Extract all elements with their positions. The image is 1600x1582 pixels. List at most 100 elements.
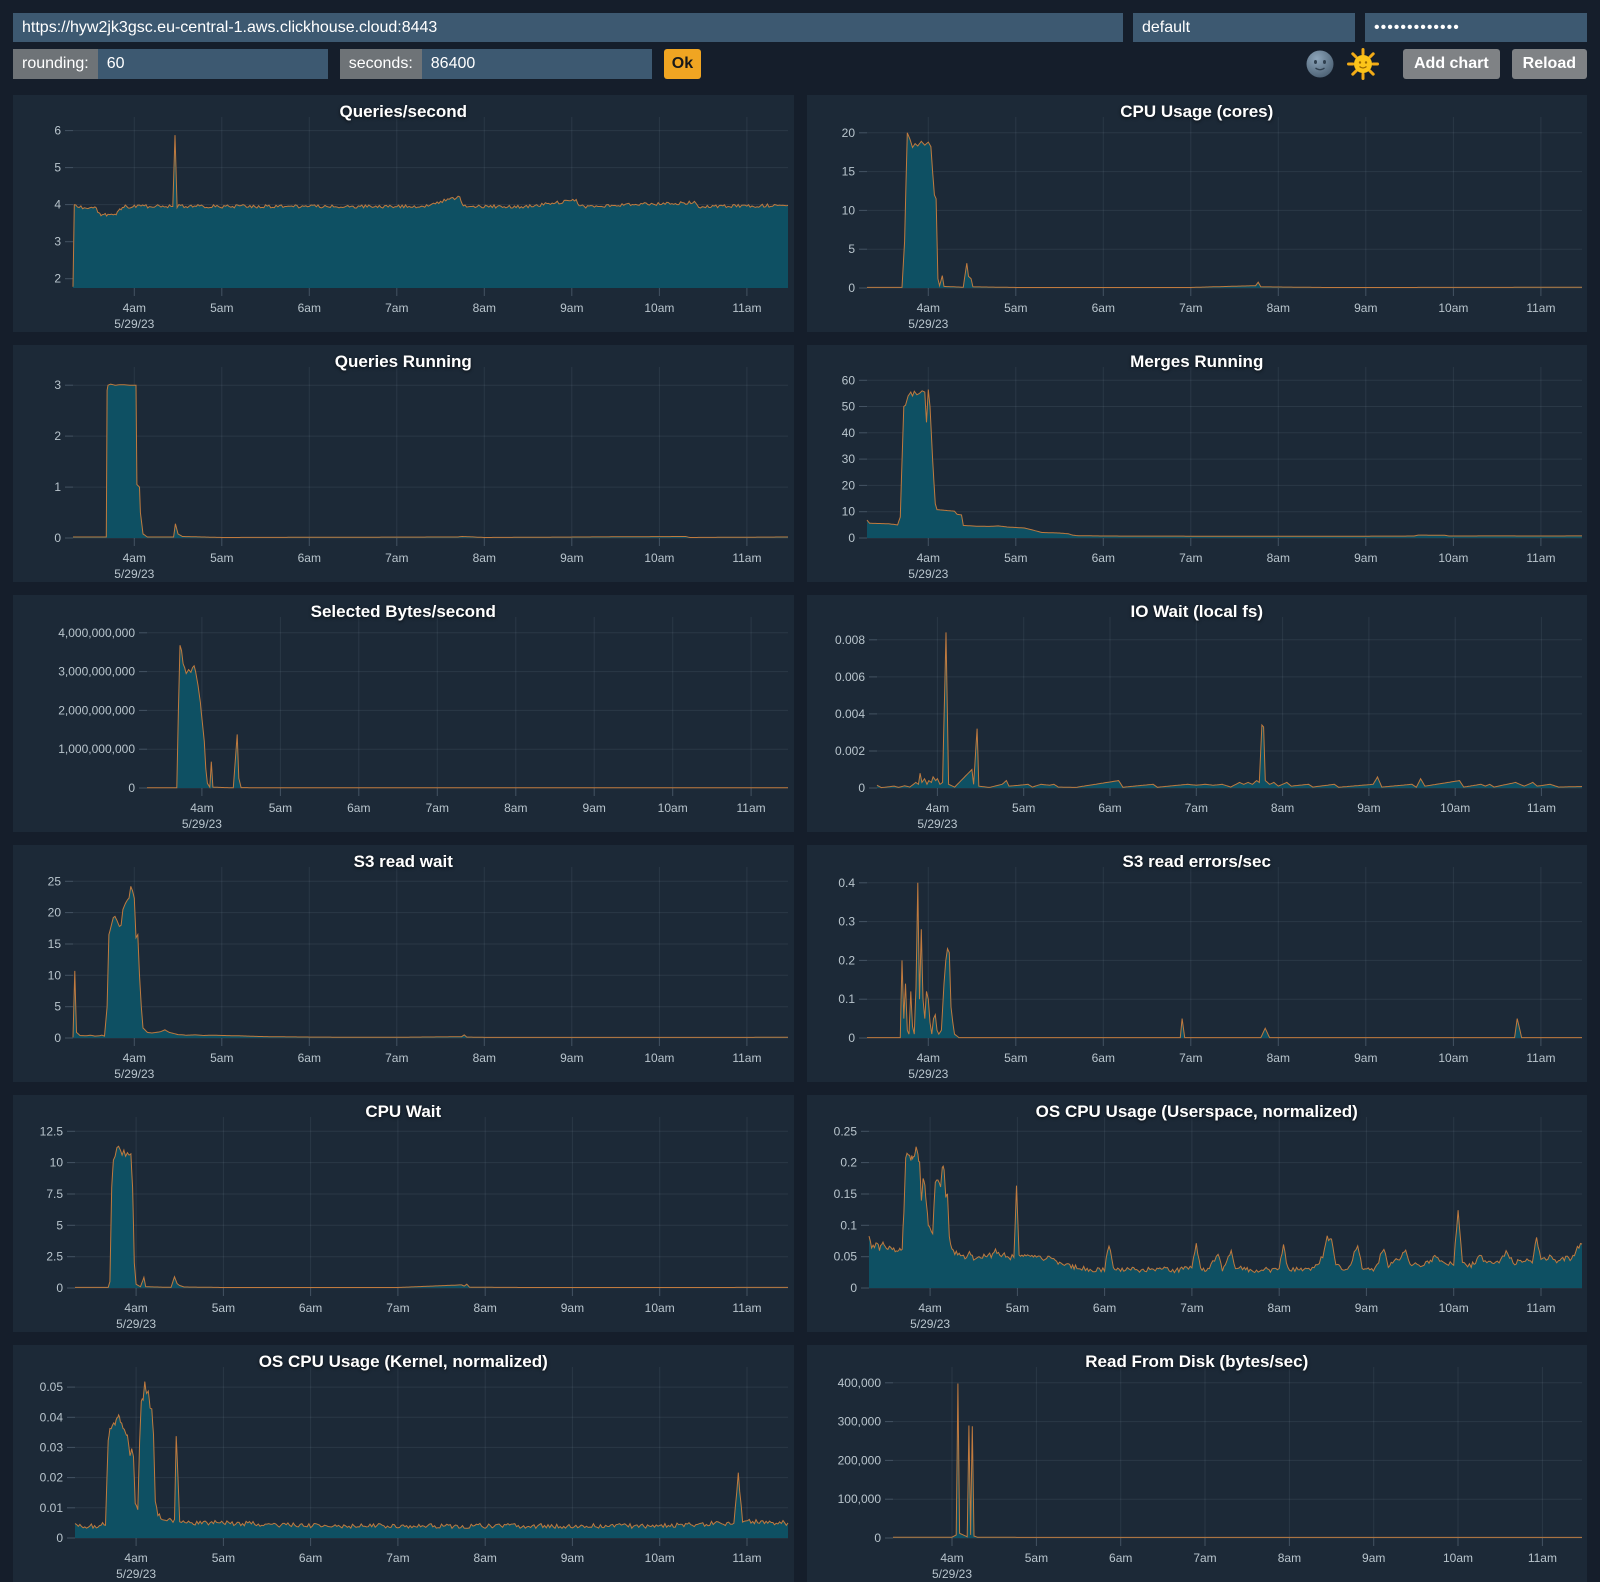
svg-text:8am: 8am — [474, 1301, 497, 1315]
svg-text:11am: 11am — [732, 1051, 761, 1065]
svg-text:8am: 8am — [1266, 1051, 1289, 1065]
svg-text:6am: 6am — [1098, 801, 1121, 815]
svg-text:7am: 7am — [385, 551, 408, 565]
light-theme-button[interactable] — [1346, 48, 1379, 80]
connection-row — [13, 13, 1587, 42]
svg-text:7am: 7am — [426, 801, 449, 815]
svg-text:10am: 10am — [1440, 801, 1470, 815]
svg-text:0.2: 0.2 — [840, 1156, 857, 1170]
svg-text:11am: 11am — [737, 801, 766, 815]
svg-text:9am: 9am — [1354, 301, 1377, 315]
controls-row: rounding: seconds: Ok — [13, 48, 1587, 80]
svg-text:0: 0 — [54, 1031, 61, 1045]
svg-text:11am: 11am — [732, 1301, 761, 1315]
svg-text:9am: 9am — [1354, 1301, 1377, 1315]
svg-text:7am: 7am — [386, 1301, 409, 1315]
chart-plot[interactable]: 0 2.5 5 7.5 10 12.5 4am 5/29/23 5am 6am 7am 8am 9am 1… — [13, 1095, 794, 1332]
svg-text:6am: 6am — [298, 301, 321, 315]
svg-text:8am: 8am — [1266, 301, 1289, 315]
chart-card: CPU Usage (cores) 0 5 10 15 20 4am 5/29/23 5am 6a… — [806, 95, 1588, 332]
svg-text:4am: 4am — [916, 1051, 939, 1065]
svg-text:10am: 10am — [1442, 1551, 1472, 1565]
svg-text:10am: 10am — [645, 1551, 675, 1565]
svg-text:5/29/23: 5/29/23 — [114, 567, 154, 581]
svg-text:1: 1 — [54, 480, 61, 494]
svg-text:5/29/23: 5/29/23 — [116, 1317, 156, 1331]
chart-plot[interactable]: 0 0.1 0.2 0.3 0.4 4am 5/29/23 5am 6am 7am 8am 9am 10… — [807, 845, 1588, 1082]
chart-plot[interactable]: 2 3 4 5 6 4am 5/29/23 5am 6am 7am 8am 9am 10am 11am — [13, 95, 794, 332]
svg-text:15: 15 — [48, 937, 62, 951]
svg-text:7.5: 7.5 — [46, 1187, 63, 1201]
svg-text:11am: 11am — [732, 1551, 761, 1565]
chart-card: Queries/second 2 3 4 5 6 4am 5/29/23 5am 6am 7am 8a… — [13, 95, 794, 332]
svg-text:6am: 6am — [298, 1051, 321, 1065]
svg-text:6am: 6am — [299, 1551, 322, 1565]
reload-button[interactable]: Reload — [1511, 49, 1587, 79]
svg-text:7am: 7am — [1179, 551, 1202, 565]
svg-text:2: 2 — [54, 429, 61, 443]
chart-card: IO Wait (local fs) 0 0.002 0.004 0.006 0.008 4… — [806, 595, 1588, 832]
password-input[interactable] — [1365, 13, 1587, 42]
svg-text:9am: 9am — [1357, 801, 1380, 815]
topbar: rounding: seconds: Ok — [0, 0, 1600, 80]
chart-plot[interactable]: 0 100,000 200,000 300,000 400,000 4am 5/29/23 5… — [807, 1345, 1588, 1582]
svg-text:8am: 8am — [504, 801, 527, 815]
svg-text:4am: 4am — [918, 1301, 941, 1315]
rounding-input[interactable] — [97, 49, 328, 79]
svg-text:7am: 7am — [1184, 801, 1207, 815]
svg-text:0.4: 0.4 — [838, 876, 855, 890]
svg-text:11am: 11am — [732, 301, 761, 315]
add-chart-button[interactable]: Add chart — [1402, 49, 1500, 79]
svg-text:7am: 7am — [1193, 1551, 1216, 1565]
svg-text:0: 0 — [848, 1031, 855, 1045]
svg-text:6am: 6am — [299, 1301, 322, 1315]
svg-text:400,000: 400,000 — [837, 1376, 881, 1390]
dark-theme-button[interactable] — [1305, 49, 1335, 79]
chart-plot[interactable]: 0 1 2 3 4am 5/29/23 5am 6am 7am 8am 9am 10am 11am — [13, 345, 794, 582]
chart-plot[interactable]: 0 5 10 15 20 25 4am 5/29/23 5am 6am 7am 8am 9am 10am 1… — [13, 845, 794, 1082]
svg-text:4am: 4am — [925, 801, 948, 815]
svg-text:5/29/23: 5/29/23 — [908, 1067, 948, 1081]
svg-text:300,000: 300,000 — [837, 1415, 881, 1429]
svg-text:9am: 9am — [1354, 551, 1377, 565]
svg-text:5am: 5am — [1024, 1551, 1047, 1565]
chart-plot[interactable]: 0 10 20 30 40 50 60 4am 5/29/23 5am 6am 7am 8am 9am 10… — [807, 345, 1588, 582]
url-input[interactable] — [13, 13, 1123, 42]
svg-text:5: 5 — [848, 242, 855, 256]
rounding-label: rounding: — [13, 49, 98, 79]
svg-text:12.5: 12.5 — [40, 1124, 64, 1138]
svg-text:7am: 7am — [1179, 1051, 1202, 1065]
svg-text:10am: 10am — [1438, 1051, 1468, 1065]
svg-text:0.1: 0.1 — [838, 992, 855, 1006]
chart-card: Read From Disk (bytes/sec) 0 100,000 200,00… — [806, 1345, 1588, 1582]
svg-text:0.01: 0.01 — [40, 1501, 64, 1515]
svg-text:0: 0 — [848, 281, 855, 295]
svg-text:2: 2 — [54, 272, 61, 286]
svg-text:100,000: 100,000 — [837, 1492, 881, 1506]
chart-card: Queries Running 0 1 2 3 4am 5/29/23 5am 6am 7am 8a… — [13, 345, 794, 582]
seconds-input[interactable] — [421, 49, 652, 79]
chart-plot[interactable]: 0 0.05 0.1 0.15 0.2 0.25 4am 5/29/23 5am 6am 7am 8a… — [807, 1095, 1588, 1332]
chart-plot[interactable]: 0 1,000,000,000 2,000,000,000 3,000,000,000… — [13, 595, 794, 832]
svg-text:11am: 11am — [732, 551, 761, 565]
chart-card: OS CPU Usage (Kernel, normalized) 0 0.01 0.… — [13, 1345, 794, 1582]
chart-card: S3 read errors/sec 0 0.1 0.2 0.3 0.4 4am 5/29/2… — [806, 845, 1588, 1082]
chart-plot[interactable]: 0 0.002 0.004 0.006 0.008 4am 5/29/23 5am 6am 7am… — [807, 595, 1588, 832]
svg-text:5: 5 — [56, 1218, 63, 1232]
svg-text:5am: 5am — [210, 551, 233, 565]
chart-plot[interactable]: 0 0.01 0.02 0.03 0.04 0.05 4am 5/29/23 5am 6am 7am… — [13, 1345, 794, 1582]
username-input[interactable] — [1133, 13, 1355, 42]
svg-text:5/29/23: 5/29/23 — [908, 317, 948, 331]
chart-plot[interactable]: 0 5 10 15 20 4am 5/29/23 5am 6am 7am 8am 9am 10am 11a… — [807, 95, 1588, 332]
ok-button[interactable]: Ok — [663, 49, 702, 79]
chart-card: S3 read wait 0 5 10 15 20 25 4am 5/29/23 5am 6am 7a… — [13, 845, 794, 1082]
svg-text:6am: 6am — [1091, 301, 1114, 315]
svg-text:0: 0 — [848, 531, 855, 545]
svg-text:0.05: 0.05 — [833, 1250, 857, 1264]
svg-text:4am: 4am — [124, 1551, 147, 1565]
svg-text:9am: 9am — [560, 301, 583, 315]
svg-text:0: 0 — [128, 781, 135, 795]
svg-text:0.02: 0.02 — [40, 1471, 64, 1485]
svg-text:8am: 8am — [1266, 551, 1289, 565]
svg-text:3,000,000,000: 3,000,000,000 — [58, 665, 135, 679]
